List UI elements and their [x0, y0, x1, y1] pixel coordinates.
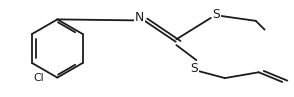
- Text: S: S: [190, 62, 198, 75]
- Text: Cl: Cl: [34, 73, 44, 83]
- Text: S: S: [212, 8, 220, 21]
- Text: N: N: [135, 11, 144, 24]
